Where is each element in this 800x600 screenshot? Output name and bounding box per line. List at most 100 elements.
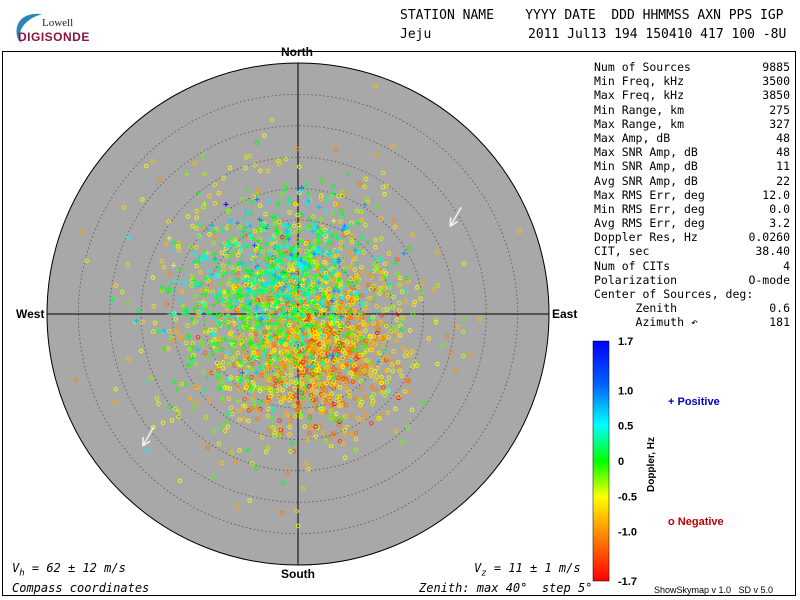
source-point-negative — [302, 424, 307, 429]
source-point-positive — [252, 242, 258, 248]
source-point-negative — [293, 270, 299, 276]
source-point-negative — [376, 269, 382, 275]
source-point-negative — [342, 290, 348, 296]
station-name: Jeju — [400, 27, 432, 42]
source-point-negative — [407, 352, 412, 358]
source-point-positive — [142, 379, 148, 385]
plot-frame — [2, 51, 796, 596]
source-point-negative — [310, 275, 316, 281]
source-point-negative — [288, 320, 293, 325]
source-point-negative — [306, 466, 311, 472]
source-point-positive — [392, 260, 398, 266]
source-point-positive — [212, 256, 218, 262]
source-point-positive — [284, 310, 290, 316]
source-point-positive — [244, 307, 250, 313]
source-point-positive — [284, 332, 290, 338]
source-point-positive — [275, 231, 281, 237]
stat-value: 11 — [776, 159, 790, 174]
source-point-negative — [173, 329, 178, 335]
source-point-positive — [331, 313, 337, 319]
source-point-positive — [254, 315, 260, 321]
source-point-negative — [315, 265, 320, 271]
source-point-negative — [220, 360, 226, 365]
stat-row: Max RMS Err, deg 12.0 — [594, 188, 790, 202]
source-point-positive — [225, 324, 231, 330]
source-point-negative — [383, 333, 389, 338]
source-point-negative — [400, 315, 405, 321]
source-point-negative — [292, 386, 298, 392]
stat-label: Min Range, km — [594, 102, 685, 117]
source-point-negative — [313, 368, 319, 373]
source-point-positive — [200, 341, 206, 347]
source-point-negative — [320, 340, 326, 346]
source-point-negative — [195, 334, 201, 340]
stat-label: Azimuth ↶ — [594, 315, 698, 330]
source-point-positive — [249, 384, 255, 390]
source-point-negative — [337, 439, 343, 444]
source-point-positive — [309, 310, 315, 316]
source-point-positive — [266, 321, 272, 327]
source-point-positive — [255, 270, 261, 276]
source-point-negative — [328, 443, 334, 449]
source-point-positive — [172, 378, 178, 384]
stat-value: 48 — [776, 130, 790, 145]
source-point-positive — [299, 341, 305, 347]
source-point-negative — [342, 191, 347, 196]
colorbar-ticks: 1.7 1.0 0.5 0 -0.5 -1.0 -1.7 — [618, 336, 637, 588]
source-point-positive — [329, 306, 335, 312]
source-point-negative — [333, 417, 339, 423]
source-point-positive — [186, 355, 192, 361]
source-point-negative — [176, 414, 181, 420]
source-point-positive — [300, 313, 306, 319]
stat-label: Doppler Res, Hz — [594, 230, 698, 245]
source-point-negative — [302, 384, 308, 389]
source-point-negative — [280, 387, 285, 393]
source-point-positive — [305, 252, 311, 258]
source-point-negative — [293, 414, 298, 419]
source-point-positive — [315, 240, 321, 246]
source-point-negative — [276, 384, 282, 389]
source-point-negative — [219, 460, 225, 466]
source-point-positive — [269, 407, 275, 413]
source-point-positive — [320, 333, 326, 339]
source-point-negative — [419, 290, 424, 296]
source-point-positive — [225, 292, 231, 298]
source-point-negative — [357, 362, 363, 367]
source-point-negative — [293, 201, 298, 207]
source-point-positive — [279, 252, 285, 258]
source-point-negative — [311, 214, 316, 219]
source-point-negative — [270, 424, 275, 430]
source-point-positive — [258, 280, 264, 286]
source-point-negative — [403, 298, 408, 303]
source-point-positive — [339, 213, 345, 219]
source-point-negative — [373, 237, 378, 243]
source-point-positive — [276, 275, 282, 281]
source-point-negative — [378, 320, 383, 325]
source-point-positive — [202, 305, 208, 311]
source-point-positive — [264, 254, 270, 260]
source-point-positive — [328, 274, 334, 280]
source-point-positive — [362, 202, 368, 208]
source-point-negative — [314, 347, 319, 352]
source-point-negative — [379, 269, 385, 275]
source-point-positive — [275, 266, 281, 272]
source-point-negative — [166, 328, 172, 334]
source-point-negative — [368, 295, 374, 301]
source-point-negative — [247, 356, 252, 361]
source-point-negative — [390, 359, 395, 364]
source-point-negative — [310, 313, 316, 319]
source-point-positive — [267, 271, 273, 277]
colorbar-tick-label: 0.5 — [618, 421, 633, 433]
source-point-negative — [357, 315, 363, 320]
stat-value: 275 — [769, 102, 790, 117]
source-point-negative — [341, 376, 346, 381]
source-point-negative — [285, 471, 290, 477]
source-point-positive — [193, 282, 199, 288]
source-point-negative — [185, 323, 190, 328]
logo-digisonde: DIGISONDE — [18, 30, 90, 44]
source-point-negative — [253, 246, 259, 252]
source-point-positive — [248, 197, 254, 203]
source-point-positive — [317, 251, 323, 257]
source-point-negative — [391, 218, 396, 224]
source-point-negative — [268, 387, 273, 393]
